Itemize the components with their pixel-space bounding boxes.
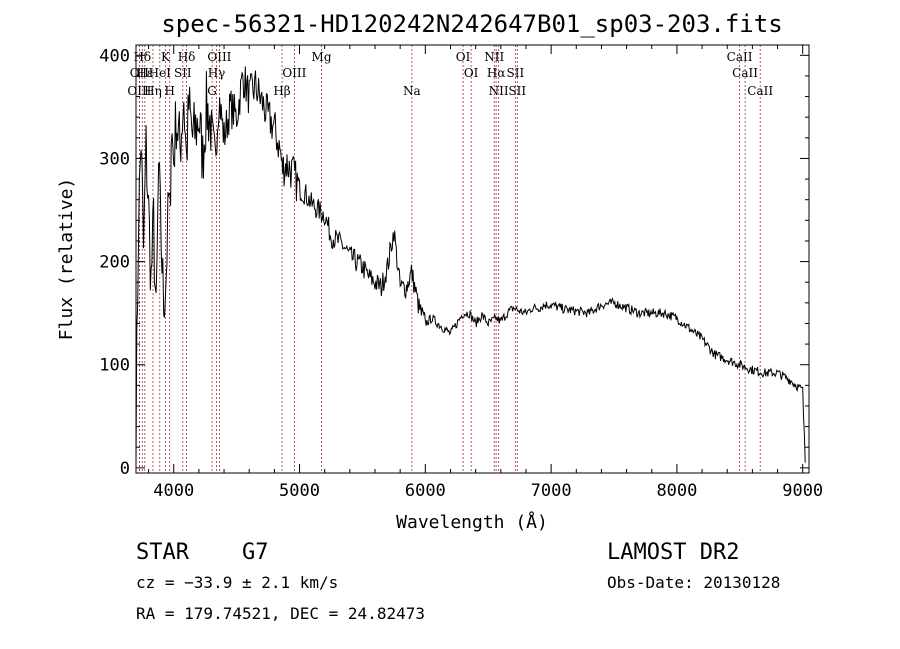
spectral-line-label: CaII [732, 66, 758, 80]
y-axis: 0 100 200 300 400 [99, 46, 809, 479]
x-tick-label: 7000 [531, 481, 572, 501]
plot-frame [135, 44, 810, 474]
y-tick-label: 400 [99, 46, 130, 66]
spectral-line-label: Hβ [273, 84, 290, 98]
coords-line: RA = 179.74521, DEC = 24.82473 [136, 604, 425, 623]
x-axis: 4000 5000 6000 7000 8000 9000 [148, 45, 823, 501]
survey-name: LAMOST DR2 [607, 540, 739, 565]
object-subclass: G7 [242, 540, 269, 565]
spectral-line-label: NII [489, 84, 509, 98]
spectral-line-label: Hη [144, 84, 162, 98]
spectral-line-label: CaII [747, 84, 773, 98]
spectral-line-label: K [161, 50, 171, 64]
x-axis-label: Wavelength (Å) [396, 511, 548, 533]
spectral-line-label: Na [403, 84, 421, 98]
spectral-line-label: Mg [312, 50, 332, 64]
spectral-line-label: OI [456, 50, 471, 64]
spectral-line-label: OIII [127, 84, 151, 98]
spectral-line-markers [138, 45, 761, 473]
redshift-line: cz = −33.9 ± 2.1 km/s [136, 573, 338, 592]
x-tick-label: 5000 [279, 481, 320, 501]
y-tick-label: 0 [120, 459, 130, 479]
spectral-line-label: OIII [207, 50, 231, 64]
x-tick-label: 4000 [153, 481, 194, 501]
spectral-line-label: Hε [136, 66, 153, 80]
y-tick-label: 100 [99, 356, 130, 376]
spectral-line-label: SII [174, 66, 192, 80]
chart-title: spec-56321-HD120242N242647B01_sp03-203.f… [161, 10, 782, 38]
spectral-line-label: NII [484, 50, 504, 64]
spectral-line-label: OI [464, 66, 479, 80]
x-tick-label: 6000 [405, 481, 446, 501]
spectral-line-label: SII [508, 84, 526, 98]
spectral-line-label: CaII [727, 50, 753, 64]
spectral-line-label: Hδ [133, 50, 151, 64]
y-axis-label: Flux (relative) [56, 178, 77, 341]
spectral-line-label: OIII [282, 66, 306, 80]
spectral-line-label: G [207, 84, 217, 98]
spectral-line-label: H [164, 84, 174, 98]
obs-date-line: Obs-Date: 20130128 [607, 573, 780, 592]
spectral-line-label: Hδ [178, 50, 196, 64]
x-tick-label: 9000 [782, 481, 823, 501]
spectral-line-label: OII [130, 66, 150, 80]
x-tick-label: 8000 [656, 481, 697, 501]
y-tick-label: 200 [99, 253, 130, 273]
spectral-line-label: Hγ [208, 66, 226, 80]
spectral-line-label: SII [507, 66, 525, 80]
spectral-line-label: Hα [487, 66, 506, 80]
object-class: STAR [136, 540, 190, 565]
y-tick-label: 300 [99, 149, 130, 169]
spectrum-line [135, 66, 806, 463]
spectral-line-label: HeI [149, 66, 172, 80]
